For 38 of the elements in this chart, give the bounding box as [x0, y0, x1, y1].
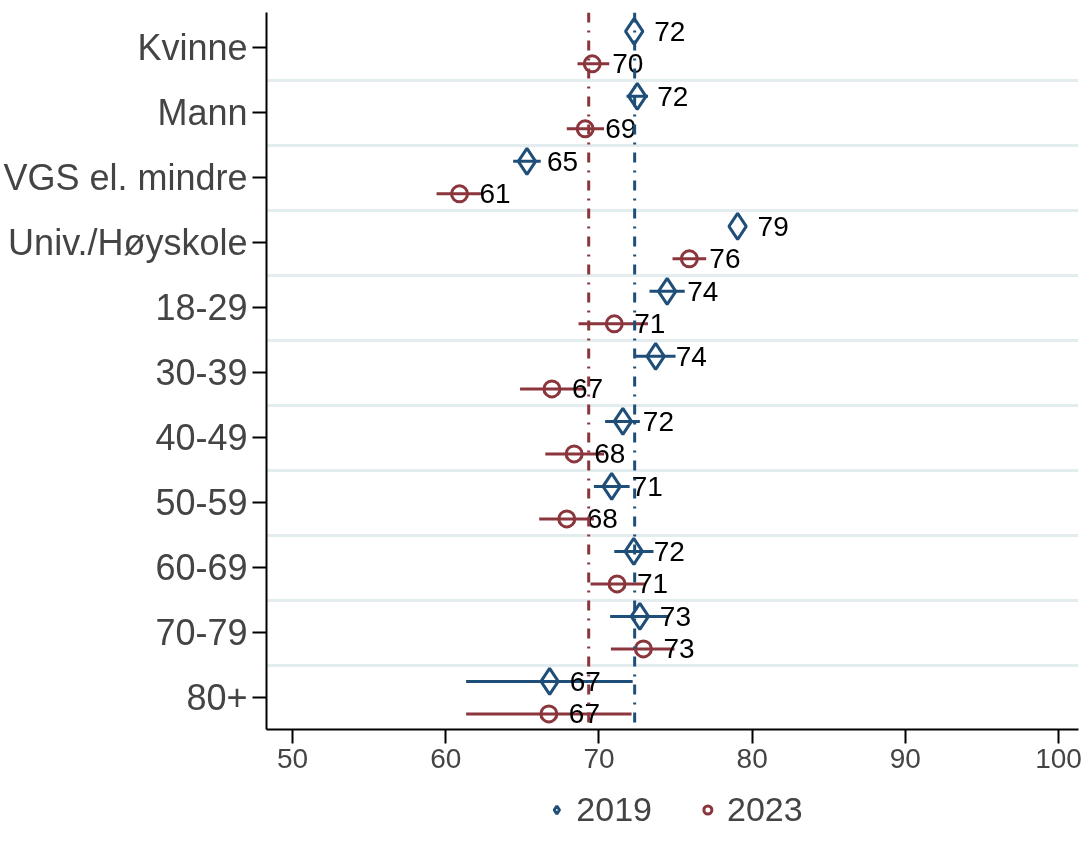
y-tick-label: 60-69: [155, 547, 248, 589]
data-label: 72: [642, 405, 675, 437]
data-label: 67: [571, 373, 604, 405]
y-tick-label: 30-39: [155, 352, 248, 394]
data-label: 71: [637, 568, 669, 600]
data-label: 61: [479, 178, 511, 210]
y-tick-label: VGS el. mindre: [3, 157, 248, 199]
y-tick-label: 40-49: [155, 417, 248, 459]
y-tick-label: 70-79: [155, 612, 248, 654]
y-tick-label: 80+: [186, 677, 248, 719]
legend-label: 2023: [727, 789, 803, 829]
data-label: 76: [709, 243, 741, 275]
data-label: 71: [634, 308, 666, 340]
x-tick-label: 50: [276, 742, 309, 774]
legend-label: 2019: [576, 789, 652, 829]
data-label: 72: [653, 535, 685, 567]
y-tick-label: 50-59: [155, 482, 248, 524]
data-label: 72: [654, 15, 686, 47]
data-label: 74: [687, 275, 719, 307]
data-label: 65: [546, 145, 579, 177]
data-label: 68: [594, 438, 626, 470]
data-label: 71: [631, 470, 663, 502]
x-tick-label: 60: [430, 742, 462, 774]
y-tick-label: Mann: [157, 92, 248, 134]
data-label: 70: [612, 48, 644, 80]
data-label: 73: [659, 600, 692, 632]
y-tick-label: Kvinne: [137, 27, 248, 69]
data-label: 73: [663, 633, 695, 665]
data-label: 69: [605, 113, 637, 145]
x-tick-label: 100: [1035, 742, 1082, 774]
x-tick-label: 90: [889, 742, 921, 774]
data-label: 79: [757, 210, 789, 242]
x-tick-label: 70: [583, 742, 615, 774]
y-tick-label: 18-29: [155, 287, 248, 329]
y-tick-label: Univ./Høyskole: [8, 222, 248, 264]
data-label: 74: [675, 340, 707, 372]
x-tick-label: 80: [736, 742, 768, 774]
data-label: 72: [657, 80, 689, 112]
